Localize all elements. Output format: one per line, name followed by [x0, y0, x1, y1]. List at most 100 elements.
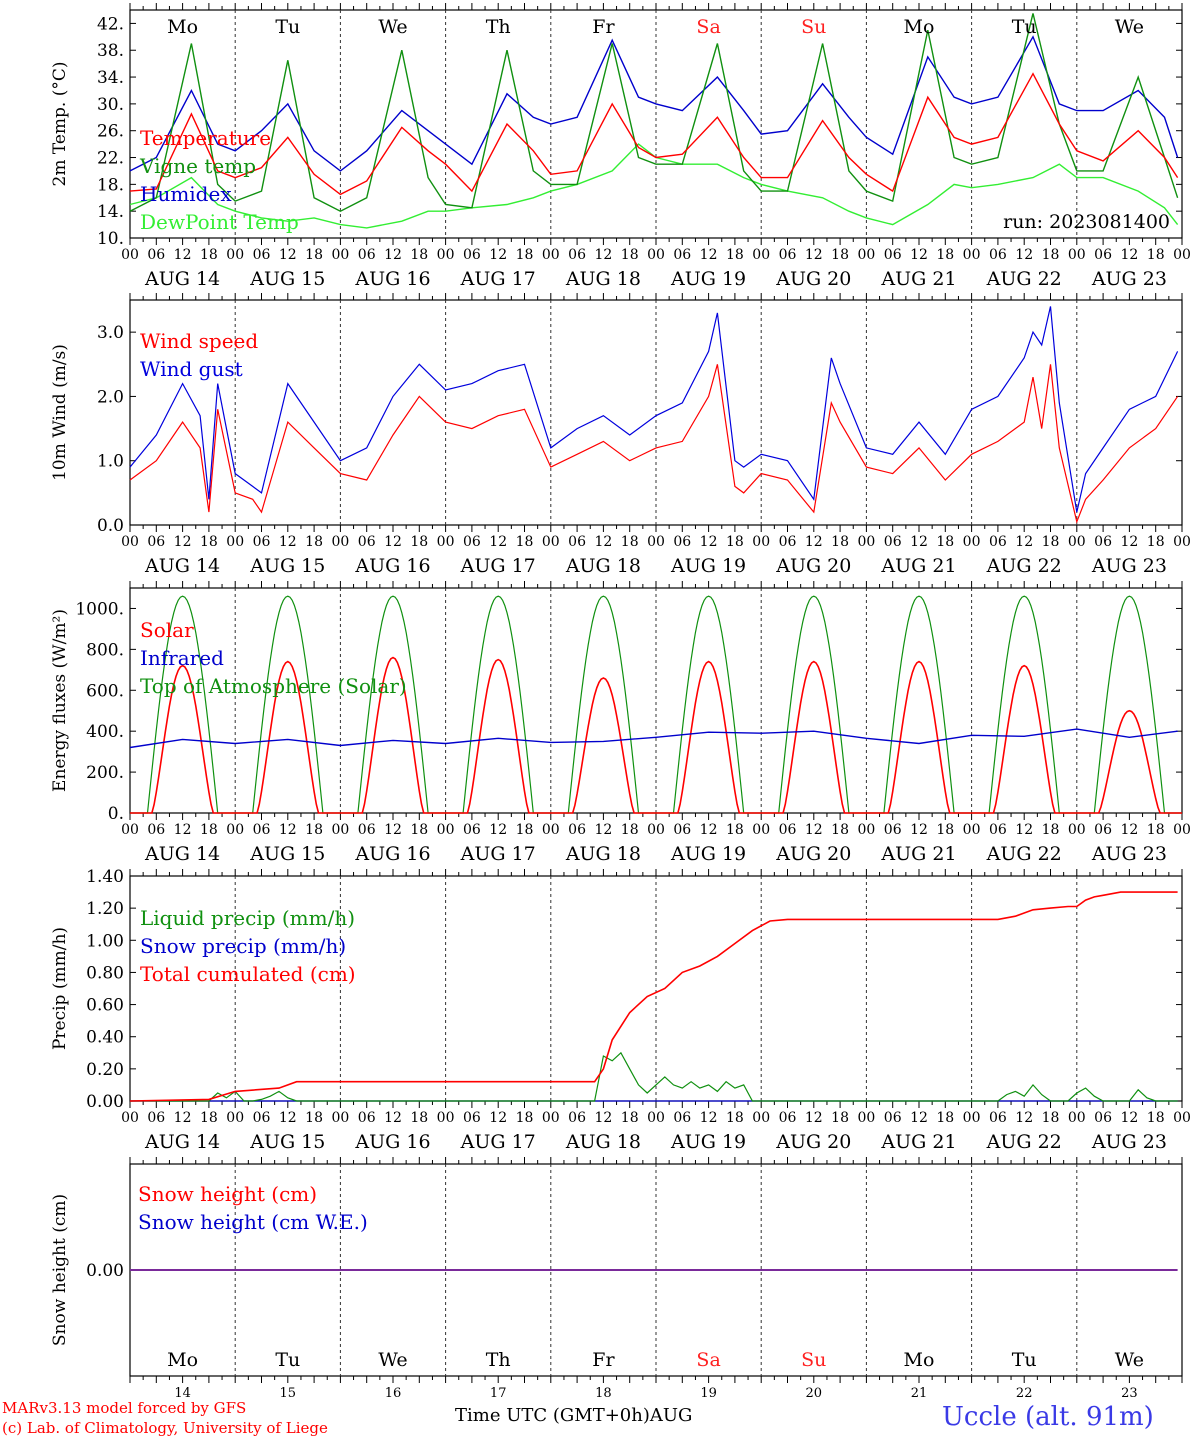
legend-entry: Snow height (cm W.E.) [138, 1210, 368, 1234]
hour-tick-label: 12 [1015, 247, 1033, 263]
series-line-temperature [129, 72, 1179, 196]
date-label: AUG 18 [565, 268, 641, 290]
weekday-label: Sa [696, 16, 720, 38]
hour-tick-label: 18 [1042, 534, 1060, 550]
hour-tick-label: 12 [910, 822, 928, 838]
hour-tick-label: 00 [226, 247, 244, 263]
y-tick-label: 3.0 [97, 323, 124, 343]
date-label: AUG 21 [880, 268, 956, 290]
hour-tick-label: 18 [1147, 822, 1165, 838]
hour-tick-label: 12 [1015, 534, 1033, 550]
hour-tick-label: 06 [147, 822, 165, 838]
y-tick-label: 30. [97, 95, 124, 115]
y-tick-label: 0.20 [86, 1060, 124, 1080]
hour-tick-label: 00 [647, 534, 665, 550]
y-tick-label: 0.60 [86, 996, 124, 1016]
hour-tick-label: 00 [963, 822, 981, 838]
hour-tick-label: 18 [726, 534, 744, 550]
hour-tick-label: 00 [226, 1110, 244, 1126]
date-label: AUG 18 [565, 1131, 641, 1153]
date-number: 20 [806, 1386, 823, 1401]
date-label: AUG 17 [460, 268, 536, 290]
weekday-label: Mo [904, 1349, 935, 1371]
date-label: AUG 16 [354, 555, 430, 577]
run-annotation: run: 2023081400 [1003, 211, 1170, 233]
hour-tick-label: 12 [489, 534, 507, 550]
hour-tick-label: 18 [1042, 247, 1060, 263]
date-label: AUG 23 [1091, 1131, 1167, 1153]
weekday-label: We [1115, 1349, 1144, 1371]
panel-frame-2 [129, 587, 1183, 814]
station-label: Uccle (alt. 91m) [942, 1402, 1154, 1432]
hour-tick-label: 06 [884, 822, 902, 838]
series-line-humidex [129, 35, 1179, 172]
hour-tick-label: 00 [1173, 822, 1191, 838]
date-label: AUG 20 [775, 555, 851, 577]
weekday-label: We [378, 16, 407, 38]
hour-tick-label: 06 [884, 247, 902, 263]
date-number: 14 [174, 1386, 191, 1401]
hour-tick-label: 12 [594, 1110, 612, 1126]
hour-tick-label: 06 [358, 822, 376, 838]
hour-tick-label: 00 [963, 1110, 981, 1126]
y-axis-label-4: Snow height (cm) [50, 1194, 70, 1346]
hour-tick-label: 12 [805, 247, 823, 263]
y-tick-label: 600. [86, 681, 124, 701]
series-line-vigne-temp [129, 13, 1179, 212]
legend-entry: Solar [140, 618, 194, 642]
hour-tick-label: 12 [174, 1110, 192, 1126]
hour-tick-label: 12 [174, 822, 192, 838]
hour-tick-label: 00 [331, 822, 349, 838]
hour-tick-label: 12 [700, 1110, 718, 1126]
hour-tick-label: 06 [884, 1110, 902, 1126]
hour-tick-label: 00 [121, 534, 139, 550]
hour-tick-label: 18 [200, 1110, 218, 1126]
hour-tick-label: 00 [963, 247, 981, 263]
hour-tick-label: 00 [331, 247, 349, 263]
series-line-wind-speed [129, 364, 1179, 524]
weekday-label: Tu [1012, 1349, 1037, 1371]
hour-tick-label: 06 [884, 534, 902, 550]
legend-entry: Wind speed [140, 329, 258, 353]
y-axis-label-1: 10m Wind (m/s) [50, 344, 70, 481]
date-label: AUG 22 [986, 843, 1062, 865]
hour-tick-label: 18 [936, 1110, 954, 1126]
hour-tick-label: 06 [253, 534, 271, 550]
hour-tick-label: 00 [647, 822, 665, 838]
hour-tick-label: 12 [805, 1110, 823, 1126]
hour-tick-label: 12 [174, 534, 192, 550]
time-axis-label: Time UTC (GMT+0h)AUG [455, 1405, 693, 1426]
hour-tick-label: 00 [752, 822, 770, 838]
hour-tick-label: 12 [384, 534, 402, 550]
hour-tick-label: 00 [121, 822, 139, 838]
hour-tick-label: 12 [1120, 822, 1138, 838]
hour-tick-label: 06 [568, 822, 586, 838]
date-label: AUG 19 [670, 1131, 746, 1153]
date-label: AUG 17 [460, 555, 536, 577]
hour-tick-label: 06 [1094, 822, 1112, 838]
date-label: AUG 21 [880, 1131, 956, 1153]
hour-tick-label: 00 [1173, 534, 1191, 550]
hour-tick-label: 12 [279, 822, 297, 838]
weekday-label: Th [486, 1349, 511, 1371]
date-label: AUG 23 [1091, 843, 1167, 865]
y-tick-label: 400. [86, 722, 124, 742]
date-label: AUG 14 [144, 1131, 220, 1153]
hour-tick-label: 00 [857, 534, 875, 550]
hour-tick-label: 12 [594, 247, 612, 263]
hour-tick-label: 12 [700, 534, 718, 550]
hour-tick-label: 06 [779, 1110, 797, 1126]
y-tick-label: 0.00 [86, 1092, 124, 1112]
date-number: 18 [595, 1386, 612, 1401]
hour-tick-label: 06 [1094, 1110, 1112, 1126]
hour-tick-label: 18 [410, 822, 428, 838]
hour-tick-label: 12 [700, 247, 718, 263]
hour-tick-label: 00 [1173, 1110, 1191, 1126]
hour-tick-label: 18 [726, 247, 744, 263]
hour-tick-label: 12 [594, 534, 612, 550]
hour-tick-label: 06 [989, 1110, 1007, 1126]
hour-tick-label: 00 [542, 534, 560, 550]
weekday-label: Su [801, 16, 826, 38]
hour-tick-label: 18 [516, 247, 534, 263]
